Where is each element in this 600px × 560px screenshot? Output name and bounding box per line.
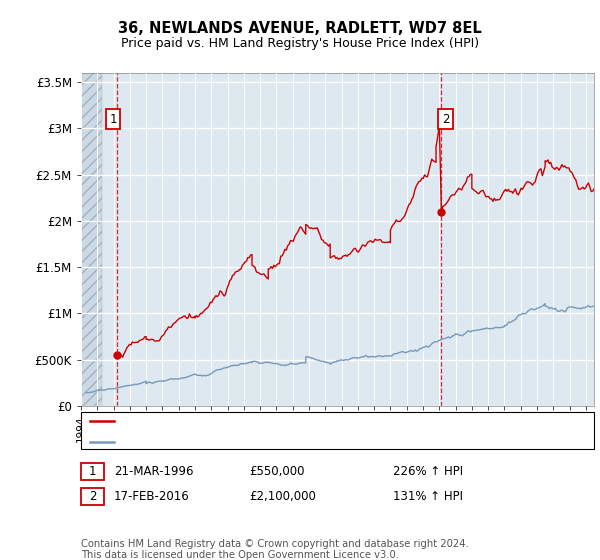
Text: Price paid vs. HM Land Registry's House Price Index (HPI): Price paid vs. HM Land Registry's House …: [121, 37, 479, 50]
Text: 36, NEWLANDS AVENUE, RADLETT, WD7 8EL: 36, NEWLANDS AVENUE, RADLETT, WD7 8EL: [118, 21, 482, 36]
Text: 131% ↑ HPI: 131% ↑ HPI: [393, 490, 463, 503]
Text: HPI: Average price, detached house, Hertsmere: HPI: Average price, detached house, Hert…: [120, 437, 385, 447]
Text: 2: 2: [442, 113, 449, 125]
Bar: [81, 73, 102, 406]
Text: £2,100,000: £2,100,000: [249, 490, 316, 503]
Text: Contains HM Land Registry data © Crown copyright and database right 2024.
This d: Contains HM Land Registry data © Crown c…: [81, 539, 469, 560]
Text: 36, NEWLANDS AVENUE, RADLETT, WD7 8EL (detached house): 36, NEWLANDS AVENUE, RADLETT, WD7 8EL (d…: [120, 416, 470, 426]
Text: 21-MAR-1996: 21-MAR-1996: [114, 465, 193, 478]
Text: £550,000: £550,000: [249, 465, 305, 478]
Text: 1: 1: [109, 113, 117, 125]
Text: 17-FEB-2016: 17-FEB-2016: [114, 490, 190, 503]
Text: 226% ↑ HPI: 226% ↑ HPI: [393, 465, 463, 478]
Text: 1: 1: [89, 465, 96, 478]
Text: 2: 2: [89, 490, 96, 503]
